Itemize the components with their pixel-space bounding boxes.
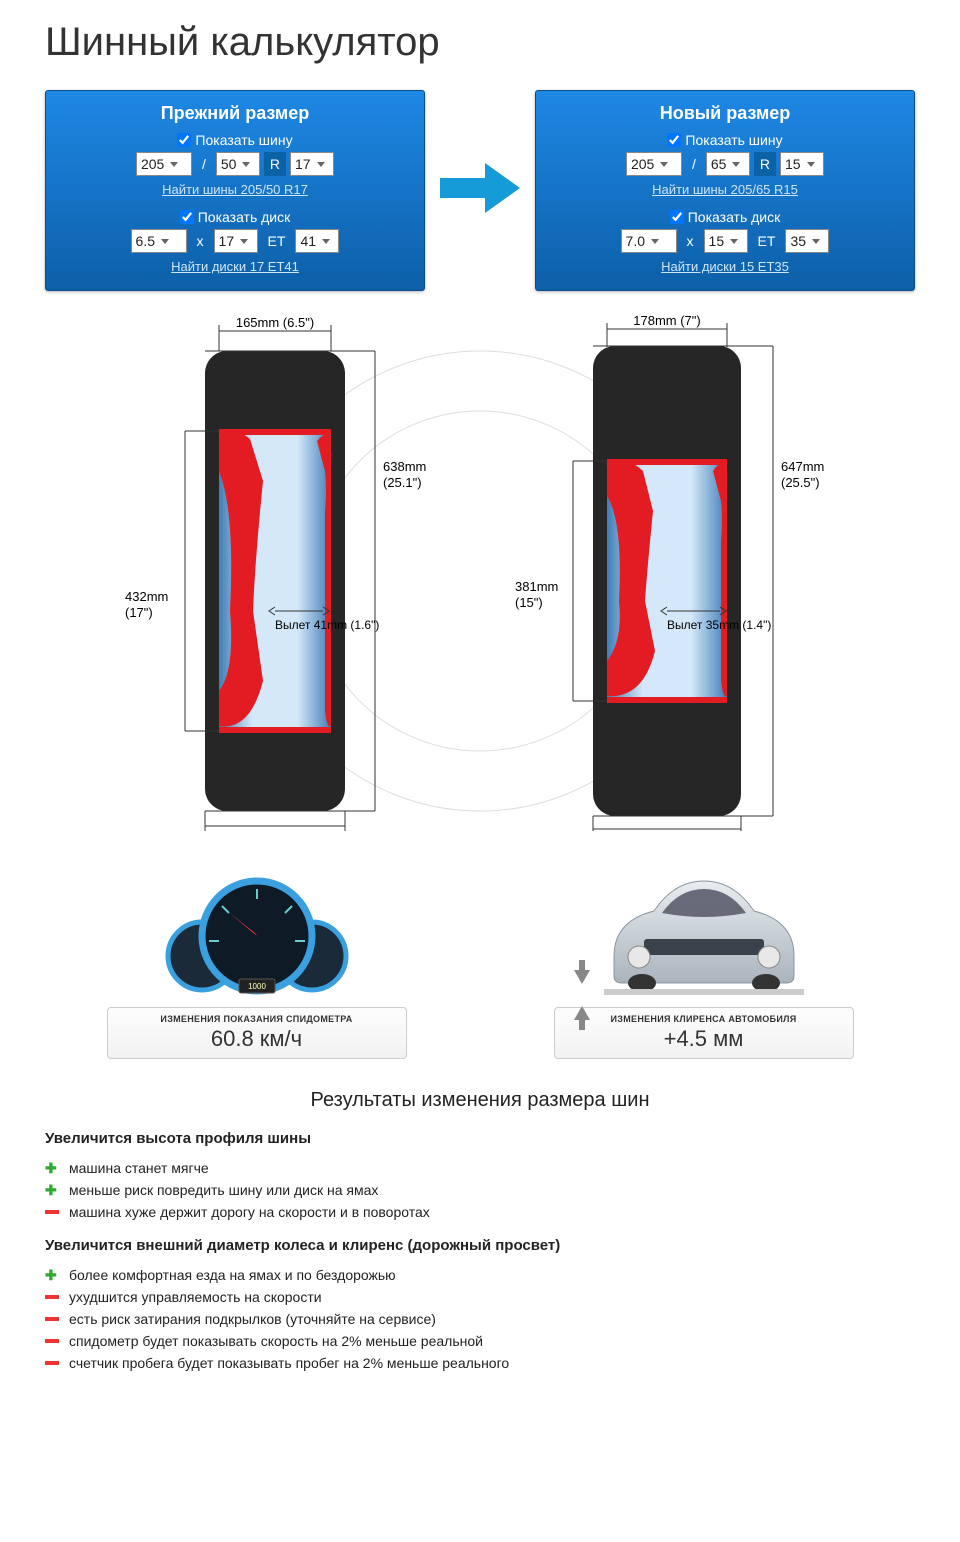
new-tire-checkbox[interactable]: Показать шину [667,132,782,148]
old-tire-width-select[interactable]: 205 [136,152,192,176]
old-offset: Вылет 41mm (1.6") [275,618,379,632]
size-panels: Прежний размер Показать шину 205 / 50 R … [45,90,915,291]
old-disk-link[interactable]: Найти диски 17 ET41 [171,259,299,274]
svg-text:1000: 1000 [248,982,266,991]
x-label: x [681,229,700,253]
svg-text:432mm(17"): 432mm(17") [125,589,168,620]
old-overall-1: 638mm [383,459,426,474]
new-disk-et-select[interactable]: 35 [785,229,829,253]
speedometer-value: 60.8 км/ч [108,1026,406,1052]
group2-list: более комфортная езда на ямах и по бездо… [45,1264,915,1374]
group2-title: Увеличится внешний диаметр колеса и клир… [45,1237,915,1254]
tire-cross-section-svg: 165mm (6.5") 638mm(25.1") 432mm(17") Выл… [45,311,915,831]
panel-new: Новый размер Показать шину 205 / 65 R 15… [535,90,915,291]
bullet-item: меньше риск повредить шину или диск на я… [45,1179,915,1201]
speedometer-card: 1000 ИЗМЕНЕНИЯ ПОКАЗАНИЯ СПИДОМЕТРА 60.8… [107,851,407,1059]
x-label: x [191,229,210,253]
old-tire-diam-select[interactable]: 17 [290,152,334,176]
slash: / [686,152,702,176]
new-rim-width: 178mm (7") [633,313,700,328]
new-tire-profile-select[interactable]: 65 [706,152,750,176]
new-disk-checkbox[interactable]: Показать диск [670,209,781,225]
clearance-value: +4.5 мм [555,1026,853,1052]
et-label: ET [262,229,292,253]
panel-new-title: Новый размер [536,103,914,124]
bullet-item: спидометр будет показывать скорость на 2… [45,1330,915,1352]
new-disk-link[interactable]: Найти диски 15 ET35 [661,259,789,274]
old-tire-profile-select[interactable]: 50 [216,152,260,176]
new-tire-link[interactable]: Найти шины 205/65 R15 [652,182,798,197]
old-disk-width-select[interactable]: 6.5 [131,229,187,253]
clearance-card: ИЗМЕНЕНИЯ КЛИРЕНСА АВТОМОБИЛЯ +4.5 мм [554,851,854,1059]
new-offset: Вылет 35mm (1.4") [667,618,771,632]
old-tire-checkbox[interactable]: Показать шину [177,132,292,148]
arrow-icon [430,158,530,223]
old-disk-et-select[interactable]: 41 [295,229,339,253]
bullet-item: более комфортная езда на ямах и по бездо… [45,1264,915,1286]
panel-old: Прежний размер Показать шину 205 / 50 R … [45,90,425,291]
old-disk-diam-select[interactable]: 17 [214,229,258,253]
bullet-item: машина станет мягче [45,1157,915,1179]
clearance-arrows-icon [570,960,594,1030]
group1-list: машина станет мягчеменьше риск повредить… [45,1157,915,1223]
panel-old-title: Прежний размер [46,103,424,124]
bullet-item: счетчик пробега будет показывать пробег … [45,1352,915,1374]
bullet-item: ухудшится управляемость на скорости [45,1286,915,1308]
r-label: R [264,152,286,176]
car-icon [554,851,854,1001]
speedometer-label: ИЗМЕНЕНИЯ ПОКАЗАНИЯ СПИДОМЕТРА [108,1014,406,1024]
summary-heading: Результаты изменения размера шин [45,1089,915,1112]
new-disk-diam-select[interactable]: 15 [704,229,748,253]
new-tire-width-select[interactable]: 205 [626,152,682,176]
svg-text:638mm(25.1"): 638mm(25.1") [383,459,426,490]
tire-diagrams: 165mm (6.5") 638mm(25.1") 432mm(17") Выл… [45,311,915,831]
old-tire-link[interactable]: Найти шины 205/50 R17 [162,182,308,197]
r-label: R [754,152,776,176]
new-disk-width-select[interactable]: 7.0 [621,229,677,253]
svg-text:381mm(15"): 381mm(15") [515,579,558,610]
results-row: 1000 ИЗМЕНЕНИЯ ПОКАЗАНИЯ СПИДОМЕТРА 60.8… [45,851,915,1059]
svg-text:647mm(25.5"): 647mm(25.5") [781,459,824,490]
new-tire-diam-select[interactable]: 15 [780,152,824,176]
bullet-item: машина хуже держит дорогу на скорости и … [45,1201,915,1223]
group1-title: Увеличится высота профиля шины [45,1130,915,1147]
et-label: ET [752,229,782,253]
old-rim-width: 165mm (6.5") [236,315,314,330]
speedometer-icon: 1000 [107,851,407,1001]
slash: / [196,152,212,176]
old-disk-checkbox[interactable]: Показать диск [180,209,291,225]
bullet-item: есть риск затирания подкрылков (уточняйт… [45,1308,915,1330]
old-tire-width: 205mm (8.1") [236,829,314,831]
page-title: Шинный калькулятор [45,20,915,65]
clearance-label: ИЗМЕНЕНИЯ КЛИРЕНСА АВТОМОБИЛЯ [555,1014,853,1024]
